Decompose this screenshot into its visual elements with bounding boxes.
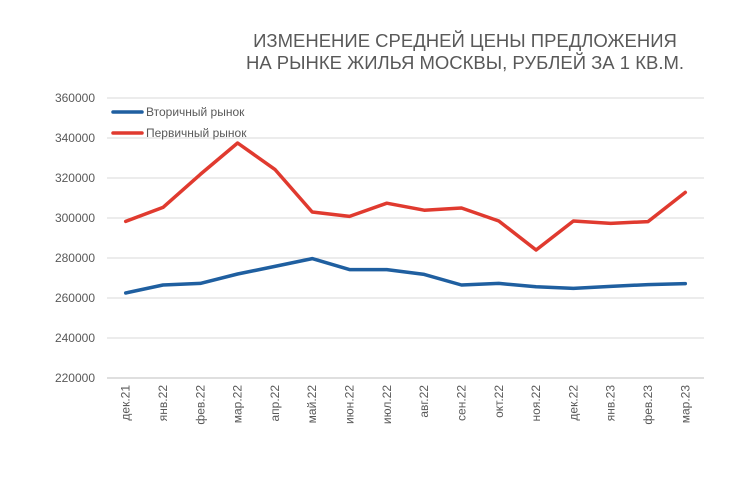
x-tick-label: окт.22 [492,385,506,418]
x-tick-label: апр.22 [268,385,282,422]
y-tick-label: 300000 [55,211,95,225]
y-tick-label: 360000 [55,91,95,105]
y-tick-label: 280000 [55,251,95,265]
chart-title-line-2: НА РЫНКЕ ЖИЛЬЯ МОСКВЫ, РУБЛЕЙ ЗА 1 КВ.М. [245,52,685,73]
y-tick-label: 260000 [55,291,95,305]
x-tick-label: мар.23 [678,385,692,424]
y-axis-tick-labels: 220000 240000 260000 280000 300000 320000 3400… [55,91,95,385]
series-lines [123,141,688,295]
chart-title: ИЗМЕНЕНИЕ СРЕДНЕЙ ЦЕНЫ ПРЕДЛОЖЕНИЯ НА РЫ… [190,30,740,74]
x-tick-label: ноя.22 [529,385,543,422]
x-tick-label: дек.22 [566,385,580,421]
series-line-1 [123,141,688,252]
legend-label: Первичный рынок [146,126,247,140]
y-tick-label: 340000 [55,131,95,145]
x-tick-label: май.22 [305,385,319,424]
x-tick-label: июл.22 [380,385,394,424]
gridlines [107,97,704,379]
series-line-0 [123,256,688,295]
legend: Вторичный рынок Первичный рынок [111,105,247,140]
y-tick-label: 240000 [55,331,95,345]
x-tick-label: авг.22 [417,385,431,418]
chart-title-line-1: ИЗМЕНЕНИЕ СРЕДНЕЙ ЦЕНЫ ПРЕДЛОЖЕНИЯ [253,30,677,51]
x-axis-tick-labels: дек.21 янв.22 фев.22 мар.22 апр.22 май.22 июн.… [119,385,693,425]
x-tick-label: янв.22 [156,385,170,422]
y-tick-label: 320000 [55,171,95,185]
x-tick-label: мар.22 [231,385,245,424]
x-tick-label: сен.22 [454,385,468,421]
x-tick-label: дек.21 [119,385,133,421]
x-tick-label: фев.22 [193,385,207,425]
y-tick-label: 220000 [55,371,95,385]
legend-label: Вторичный рынок [146,105,245,119]
x-tick-label: июн.22 [343,385,357,424]
x-tick-label: янв.23 [604,385,618,422]
x-tick-label: фев.23 [641,385,655,425]
